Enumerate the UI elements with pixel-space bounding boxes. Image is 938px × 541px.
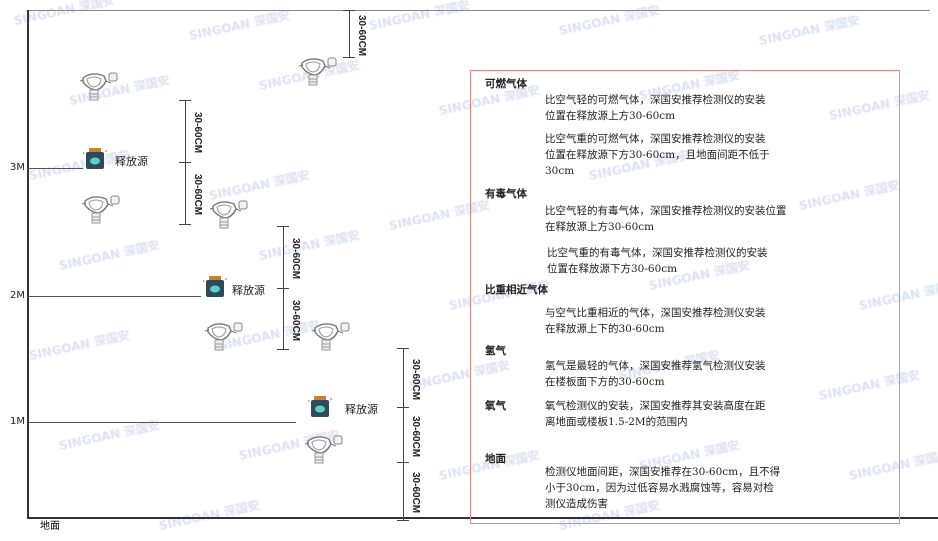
level-2m-line bbox=[28, 296, 201, 297]
dimension-line bbox=[349, 10, 350, 57]
floor-label: 地面 bbox=[40, 521, 60, 532]
dimension-label: 30-60CM bbox=[410, 472, 421, 514]
dimension-tick bbox=[397, 462, 409, 463]
dimension-line bbox=[403, 348, 404, 407]
release-source-label: 释放源 bbox=[232, 284, 265, 297]
ground-2: 小于30cm，因为过低容易水溅腐蚀等，容易对检 bbox=[545, 482, 774, 494]
floor-line bbox=[27, 517, 938, 519]
combustible-heavy-1: 比空气重的可燃气体，深国安推荐检测仪的安装 bbox=[545, 133, 766, 145]
dimension-line bbox=[283, 226, 284, 288]
oxygen-title: 氧气 bbox=[485, 400, 506, 412]
level-3m-line bbox=[28, 168, 83, 169]
combustible-title: 可燃气体 bbox=[485, 78, 527, 90]
dimension-label: 30-60CM bbox=[192, 174, 203, 216]
dimension-tick bbox=[277, 349, 289, 350]
gas-detector-icon bbox=[78, 72, 120, 102]
gas-detector-icon bbox=[297, 57, 339, 87]
dimension-label: 30-60CM bbox=[356, 14, 367, 56]
dimension-line bbox=[283, 288, 284, 349]
ground-1: 检测仪地面间距，深国安推荐在30-60cm，且不得 bbox=[545, 466, 781, 478]
ceiling-line bbox=[27, 10, 930, 11]
dimension-label: 30-60CM bbox=[410, 415, 421, 457]
combustible-light-2: 位置在释放源上方30-60cm bbox=[545, 110, 676, 122]
dimension-line bbox=[403, 462, 404, 520]
release-source-icon bbox=[307, 396, 332, 418]
dimension-line bbox=[185, 162, 186, 224]
combustible-heavy-3: 30cm bbox=[545, 165, 575, 177]
dimension-tick bbox=[397, 407, 409, 408]
similar-2: 在释放源上下的30-60cm bbox=[545, 323, 665, 335]
combustible-heavy-2: 位置在释放源下方30-60cm，且地面间距不低于 bbox=[545, 149, 770, 161]
dimension-label: 30-60CM bbox=[410, 358, 421, 400]
dimension-tick bbox=[343, 10, 355, 11]
dimension-tick bbox=[179, 162, 191, 163]
toxic-heavy-1: 比空气重的有毒气体，深国安推荐检测仪的安装 bbox=[547, 247, 768, 259]
level-1m-line bbox=[28, 422, 296, 423]
guidelines-panel bbox=[470, 70, 900, 524]
similar-1: 与空气比重相近的气体，深国安推荐检测仪安装 bbox=[545, 307, 766, 319]
gas-detector-icon bbox=[208, 200, 250, 230]
level-3m: 3M bbox=[10, 162, 25, 173]
hydrogen-2: 在楼板面下方的30-60cm bbox=[545, 376, 665, 388]
toxic-light-1: 比空气轻的有毒气体，深国安推荐检测仪的安装位置 bbox=[545, 205, 787, 217]
dimension-tick bbox=[343, 57, 355, 58]
toxic-light-2: 在释放源上方30-60cm bbox=[545, 221, 655, 233]
hydrogen-title: 氢气 bbox=[485, 345, 506, 357]
release-source-label: 释放源 bbox=[115, 155, 148, 168]
gas-detector-icon bbox=[80, 195, 122, 225]
oxygen-1: 氧气检测仪的安装，深国安推荐其安装高度在距 bbox=[545, 400, 766, 412]
hydrogen-1: 氢气是最轻的气体，深国安推荐氢气检测仪安装 bbox=[545, 360, 766, 372]
dimension-line bbox=[403, 407, 404, 462]
dimension-tick bbox=[179, 100, 191, 101]
similar-title: 比重相近气体 bbox=[485, 284, 548, 296]
gas-detector-icon bbox=[310, 322, 352, 352]
gas-detector-icon bbox=[303, 435, 345, 465]
dimension-label: 30-60CM bbox=[290, 238, 301, 280]
dimension-tick bbox=[397, 520, 409, 521]
oxygen-2: 离地面或楼板1.5-2M的范围内 bbox=[545, 416, 688, 428]
dimension-tick bbox=[397, 348, 409, 349]
combustible-light-1: 比空气轻的可燃气体，深国安推荐检测仪的安装 bbox=[545, 94, 766, 106]
dimension-label: 30-60CM bbox=[192, 112, 203, 154]
dimension-label: 30-60CM bbox=[290, 299, 301, 341]
release-source-label: 释放源 bbox=[345, 403, 378, 416]
release-source-icon bbox=[202, 276, 227, 298]
level-2m: 2M bbox=[10, 290, 25, 301]
height-axis bbox=[27, 10, 29, 518]
dimension-line bbox=[185, 100, 186, 162]
toxic-heavy-2: 位置在释放源下方30-60cm bbox=[547, 263, 678, 275]
gas-detector-icon bbox=[203, 322, 245, 352]
toxic-title: 有毒气体 bbox=[485, 188, 527, 200]
dimension-tick bbox=[179, 224, 191, 225]
dimension-tick bbox=[277, 226, 289, 227]
release-source-icon bbox=[82, 148, 107, 170]
ground-3: 测仪造成伤害 bbox=[545, 498, 608, 510]
dimension-tick bbox=[277, 288, 289, 289]
ground-title: 地面 bbox=[485, 453, 506, 465]
level-1m: 1M bbox=[10, 416, 25, 427]
